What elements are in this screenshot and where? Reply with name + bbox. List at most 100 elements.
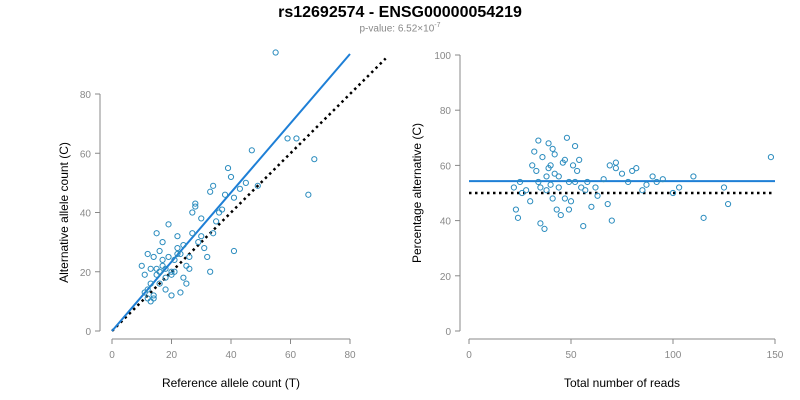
data-point xyxy=(545,140,552,147)
data-point xyxy=(198,215,205,222)
data-point xyxy=(210,182,217,189)
data-point xyxy=(551,170,558,177)
data-point xyxy=(533,167,540,175)
data-point xyxy=(221,191,229,198)
data-point xyxy=(213,218,220,225)
data-point xyxy=(543,187,550,194)
data-point xyxy=(518,189,526,197)
data-point xyxy=(514,214,522,221)
data-point xyxy=(162,274,169,281)
data-point xyxy=(174,244,181,252)
data-point xyxy=(535,178,542,186)
data-point xyxy=(168,268,175,275)
x-tick-label: 150 xyxy=(767,350,784,361)
data-point xyxy=(224,164,232,172)
data-point xyxy=(174,233,181,240)
data-point xyxy=(669,189,677,197)
data-point xyxy=(608,217,615,224)
data-point xyxy=(186,253,193,261)
data-point xyxy=(537,184,544,191)
data-point xyxy=(569,162,577,169)
data-point xyxy=(138,262,145,269)
data-point xyxy=(195,239,202,246)
data-point xyxy=(180,241,187,249)
data-point xyxy=(563,134,571,141)
data-point xyxy=(204,253,211,261)
data-point xyxy=(553,206,560,213)
data-point xyxy=(218,206,226,213)
data-point xyxy=(547,181,554,188)
fit-line xyxy=(111,53,351,332)
data-point xyxy=(567,198,575,205)
data-point xyxy=(141,271,148,278)
data-point xyxy=(582,187,589,194)
data-point xyxy=(580,223,587,230)
data-point xyxy=(180,274,187,281)
data-point xyxy=(165,253,172,261)
data-point xyxy=(311,156,318,163)
data-point xyxy=(156,280,163,287)
y-tick-label: 100 xyxy=(434,51,451,62)
subtitle-exponent: -7 xyxy=(434,22,441,29)
data-point xyxy=(144,286,151,293)
data-point xyxy=(150,253,157,261)
data-point xyxy=(192,200,199,207)
x-tick-label: 0 xyxy=(466,350,472,361)
panel-percentage-alternative: 0 50 100 150 0 20 40 60 80 100 Total number of rea… xyxy=(410,51,784,390)
data-point xyxy=(156,247,163,255)
data-point xyxy=(144,250,151,258)
data-point xyxy=(207,268,214,275)
y-tick-label: 0 xyxy=(445,327,451,338)
data-point xyxy=(720,184,728,191)
data-point xyxy=(571,178,579,186)
data-point xyxy=(612,159,619,166)
data-point xyxy=(150,292,157,299)
data-point xyxy=(510,184,517,191)
y-tick-label: 80 xyxy=(440,106,452,117)
data-point xyxy=(592,184,599,191)
data-point xyxy=(531,148,538,155)
data-point xyxy=(177,289,184,296)
data-point xyxy=(700,214,707,221)
data-point xyxy=(272,49,279,56)
data-point xyxy=(529,162,536,169)
data-point xyxy=(147,265,154,272)
data-point xyxy=(162,286,169,293)
data-point xyxy=(571,142,579,150)
data-point xyxy=(565,206,573,213)
data-point xyxy=(633,165,640,172)
data-point xyxy=(565,178,573,186)
data-point xyxy=(230,247,238,255)
data-point xyxy=(210,230,217,237)
x-tick-label: 20 xyxy=(166,350,178,361)
data-point xyxy=(600,176,607,183)
data-point xyxy=(201,244,208,252)
data-point xyxy=(183,262,190,269)
data-point xyxy=(606,162,613,169)
data-point xyxy=(527,198,534,205)
y-axis-label: Alternative allele count (C) xyxy=(57,142,71,283)
data-point xyxy=(159,256,166,263)
data-point xyxy=(547,162,554,169)
data-point xyxy=(555,173,562,180)
data-point xyxy=(242,179,249,186)
data-point xyxy=(183,280,190,287)
data-point xyxy=(543,173,550,180)
x-tick-label: 40 xyxy=(225,350,237,361)
data-point xyxy=(612,165,619,172)
data-point xyxy=(165,221,172,228)
data-point xyxy=(549,145,556,152)
data-point xyxy=(549,195,556,202)
x-tick-label: 60 xyxy=(285,350,297,361)
data-point xyxy=(643,181,650,188)
x-tick-label: 50 xyxy=(565,350,577,361)
y-tick-label: 40 xyxy=(80,209,92,220)
panel-allele-counts: 0 20 40 60 80 0 20 40 60 80 Reference allele count… xyxy=(57,49,387,390)
data-point xyxy=(574,167,581,175)
x-tick-label: 80 xyxy=(344,350,356,361)
y-tick-label: 20 xyxy=(80,268,92,279)
data-point xyxy=(147,280,154,287)
data-point xyxy=(690,173,697,180)
data-point xyxy=(625,178,632,186)
